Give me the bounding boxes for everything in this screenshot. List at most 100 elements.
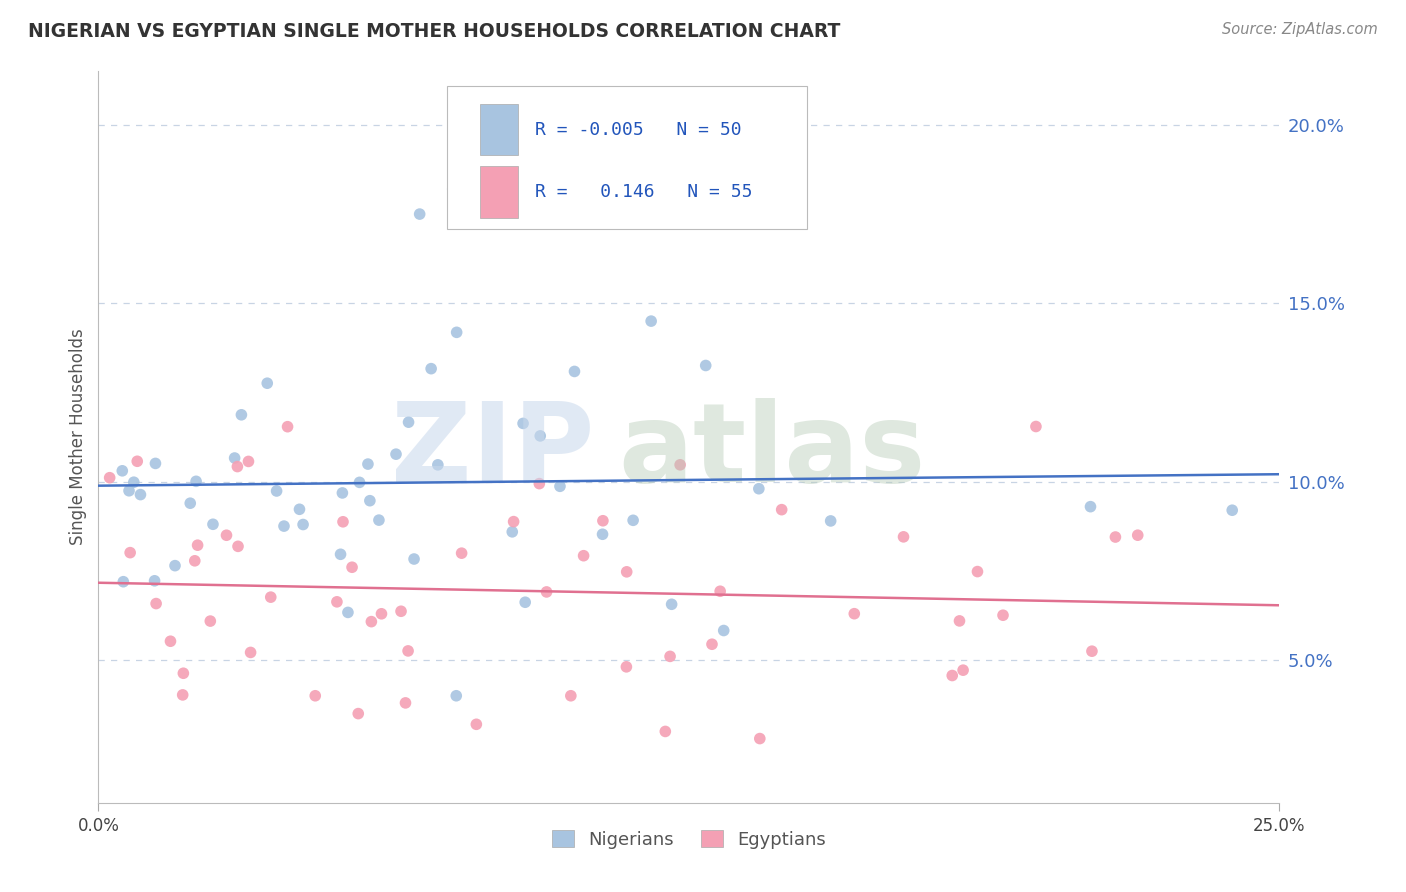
- Point: [256, 376, 278, 391]
- Point: [326, 595, 349, 609]
- FancyBboxPatch shape: [447, 86, 807, 228]
- Point: [820, 514, 842, 528]
- Point: [952, 663, 974, 677]
- Point: [266, 483, 288, 498]
- Point: [713, 624, 735, 638]
- Point: [370, 607, 392, 621]
- Point: [200, 614, 222, 628]
- Point: [529, 429, 551, 443]
- Point: [292, 517, 315, 532]
- Point: [709, 584, 731, 599]
- Point: [948, 614, 970, 628]
- Point: [145, 597, 167, 611]
- Point: [770, 502, 793, 516]
- Point: [941, 668, 963, 682]
- Point: [187, 538, 209, 552]
- Point: [357, 457, 380, 471]
- Text: R = -0.005   N = 50: R = -0.005 N = 50: [536, 121, 742, 139]
- Point: [616, 660, 638, 674]
- Point: [226, 459, 249, 474]
- Point: [394, 696, 416, 710]
- Point: [145, 457, 167, 471]
- Point: [389, 604, 412, 618]
- Point: [226, 539, 249, 553]
- Point: [548, 479, 571, 493]
- Point: [396, 644, 419, 658]
- Text: ZIP: ZIP: [391, 398, 595, 505]
- Point: [118, 483, 141, 498]
- Point: [572, 549, 595, 563]
- Point: [163, 558, 186, 573]
- Point: [446, 689, 468, 703]
- Point: [1126, 528, 1149, 542]
- Point: [661, 597, 683, 611]
- Point: [143, 574, 166, 588]
- Point: [592, 514, 614, 528]
- Point: [465, 717, 488, 731]
- Point: [1081, 644, 1104, 658]
- Point: [441, 182, 464, 196]
- Point: [1025, 419, 1047, 434]
- Point: [398, 415, 420, 429]
- Text: Source: ZipAtlas.com: Source: ZipAtlas.com: [1222, 22, 1378, 37]
- Point: [700, 637, 723, 651]
- Text: NIGERIAN VS EGYPTIAN SINGLE MOTHER HOUSEHOLDS CORRELATION CHART: NIGERIAN VS EGYPTIAN SINGLE MOTHER HOUSE…: [28, 22, 841, 41]
- Point: [501, 524, 523, 539]
- Point: [621, 513, 644, 527]
- Point: [966, 565, 988, 579]
- Point: [329, 547, 352, 561]
- Point: [560, 689, 582, 703]
- Y-axis label: Single Mother Households: Single Mother Households: [69, 329, 87, 545]
- Point: [1220, 503, 1243, 517]
- Point: [359, 493, 381, 508]
- FancyBboxPatch shape: [479, 167, 517, 218]
- Point: [748, 731, 770, 746]
- Point: [277, 419, 299, 434]
- Point: [368, 513, 391, 527]
- Point: [408, 207, 430, 221]
- Point: [120, 546, 142, 560]
- Point: [616, 565, 638, 579]
- Point: [502, 515, 524, 529]
- Point: [184, 554, 207, 568]
- Point: [564, 364, 586, 378]
- FancyBboxPatch shape: [479, 104, 517, 155]
- Point: [446, 326, 468, 340]
- Point: [695, 359, 717, 373]
- Point: [347, 706, 370, 721]
- Point: [893, 530, 915, 544]
- Point: [172, 666, 194, 681]
- Point: [112, 574, 135, 589]
- Point: [426, 458, 449, 472]
- Point: [669, 458, 692, 472]
- Point: [340, 560, 363, 574]
- Point: [640, 314, 662, 328]
- Point: [450, 546, 472, 560]
- Point: [260, 590, 283, 604]
- Point: [288, 502, 311, 516]
- Point: [231, 408, 253, 422]
- Point: [122, 475, 145, 490]
- Point: [659, 649, 682, 664]
- Point: [215, 528, 238, 542]
- Point: [1080, 500, 1102, 514]
- Point: [654, 724, 676, 739]
- Point: [129, 487, 152, 501]
- Point: [127, 454, 149, 468]
- Point: [420, 361, 443, 376]
- Point: [201, 517, 224, 532]
- Text: R =   0.146   N = 55: R = 0.146 N = 55: [536, 183, 752, 201]
- Point: [402, 552, 425, 566]
- Text: atlas: atlas: [619, 398, 925, 505]
- Point: [184, 475, 207, 489]
- Point: [512, 417, 534, 431]
- Point: [360, 615, 382, 629]
- Point: [179, 496, 201, 510]
- Point: [304, 689, 326, 703]
- Point: [273, 519, 295, 533]
- Point: [536, 585, 558, 599]
- Point: [336, 606, 359, 620]
- Point: [238, 454, 260, 468]
- Point: [98, 471, 121, 485]
- Point: [385, 447, 408, 461]
